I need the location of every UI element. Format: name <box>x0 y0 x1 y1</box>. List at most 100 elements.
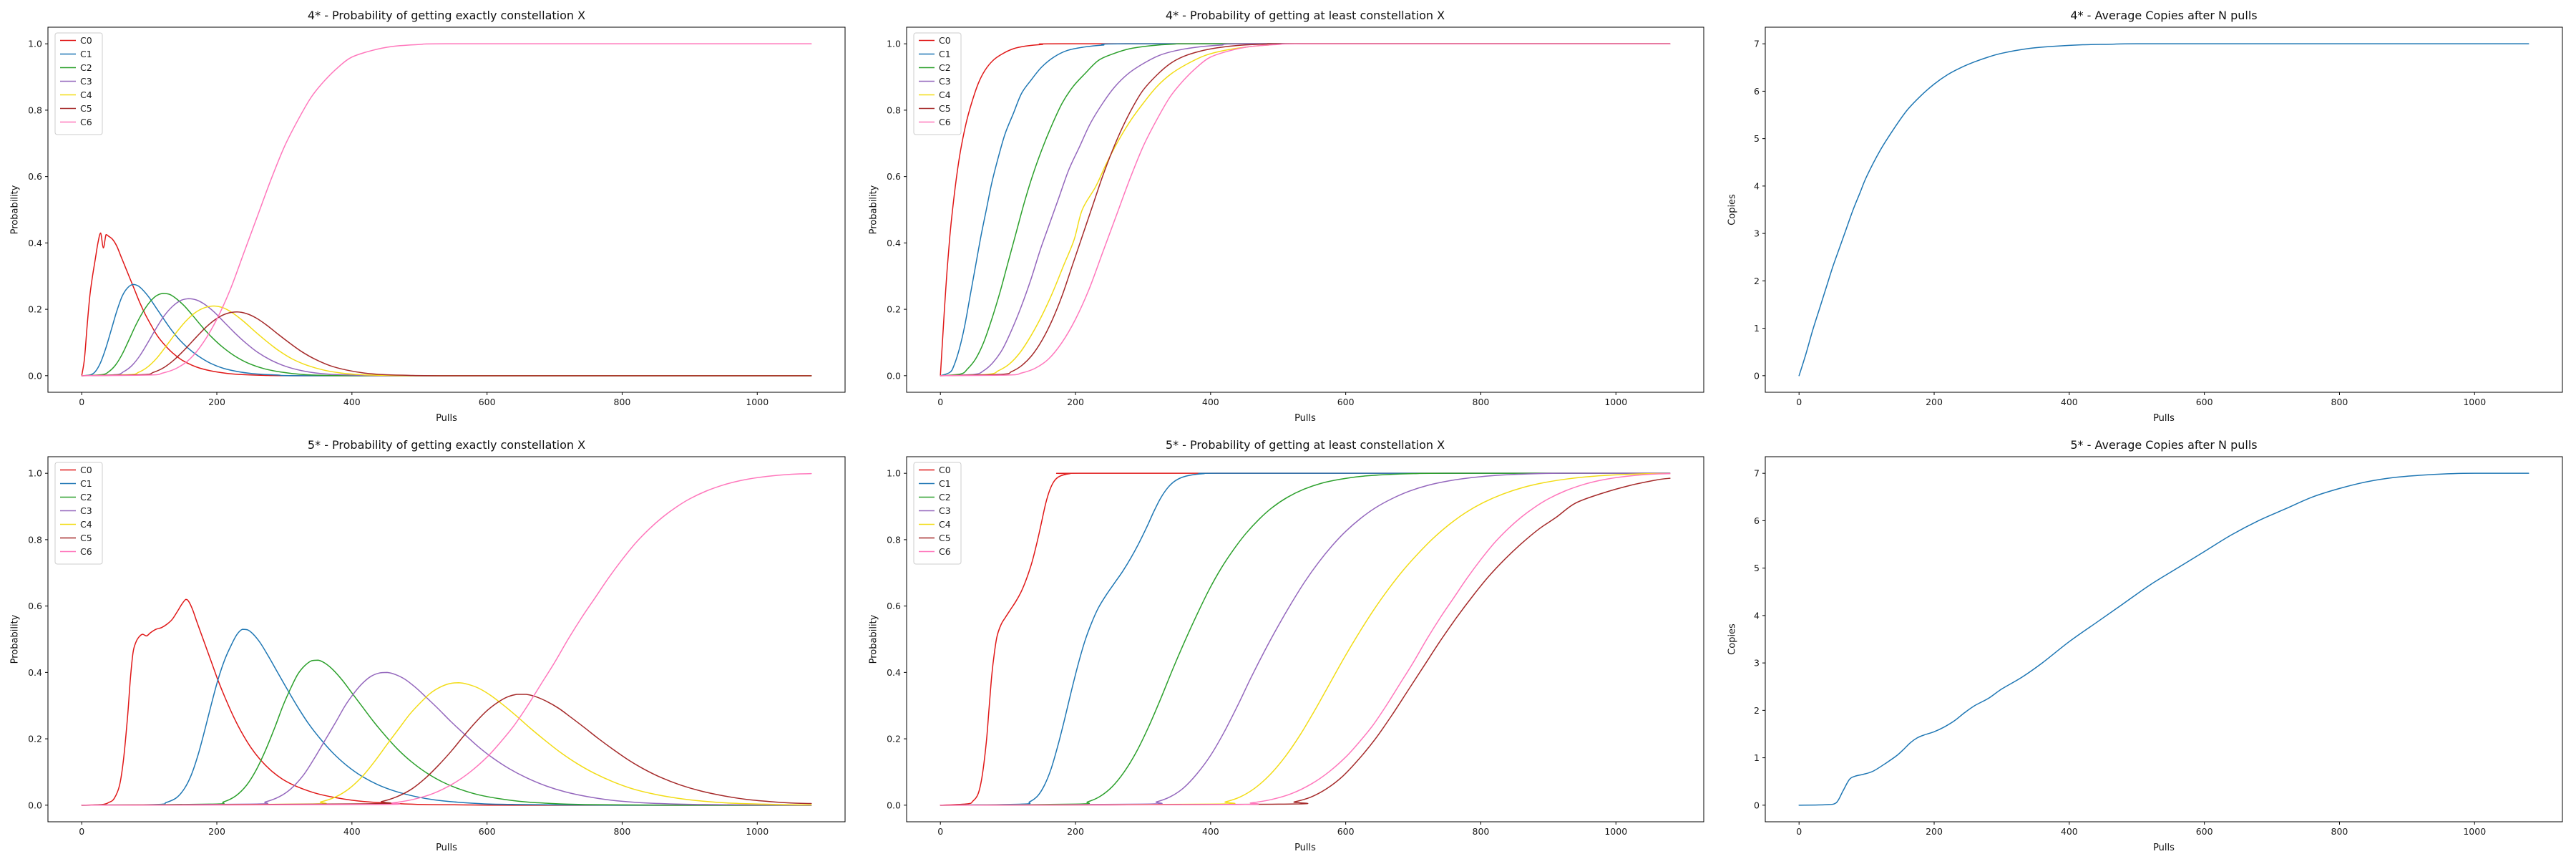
x-axis-label: Pulls <box>1294 843 1316 853</box>
series-line-C1 <box>940 43 1671 377</box>
svg-text:0.8: 0.8 <box>28 534 42 545</box>
svg-text:0.2: 0.2 <box>28 734 42 744</box>
svg-text:1000: 1000 <box>746 826 769 837</box>
svg-text:0: 0 <box>1754 370 1760 381</box>
x-axis-ticks: 0 200 400 600 800 1000 <box>1796 822 2486 837</box>
svg-text:0.4: 0.4 <box>887 667 901 678</box>
svg-text:0: 0 <box>937 826 943 837</box>
svg-text:800: 800 <box>614 397 631 407</box>
svg-text:0.0: 0.0 <box>28 370 42 381</box>
svg-text:0: 0 <box>1754 800 1760 810</box>
svg-text:600: 600 <box>479 826 496 837</box>
svg-text:1.0: 1.0 <box>887 468 901 479</box>
legend: C0 C1 C2 C3 C4 C5 C6 <box>54 32 103 135</box>
svg-text:1.0: 1.0 <box>887 39 901 49</box>
series-line-C1 <box>81 629 812 806</box>
svg-text:800: 800 <box>2331 397 2348 407</box>
svg-text:1000: 1000 <box>2463 826 2486 837</box>
series-line-Average copies <box>1798 43 2529 377</box>
svg-text:C1: C1 <box>939 478 951 489</box>
series-lines <box>1798 472 2529 806</box>
x-axis-label: Pulls <box>1294 413 1316 424</box>
svg-text:C0: C0 <box>80 465 92 475</box>
svg-text:C3: C3 <box>80 76 92 87</box>
svg-text:C0: C0 <box>939 465 951 475</box>
svg-text:C5: C5 <box>80 533 92 543</box>
svg-text:2: 2 <box>1754 276 1760 286</box>
y-axis-ticks: 0.0 0.2 0.4 0.6 0.8 1.0 <box>887 39 907 381</box>
svg-text:600: 600 <box>1337 826 1355 837</box>
svg-text:1: 1 <box>1754 323 1760 334</box>
series-line-Average copies <box>1798 472 2529 806</box>
chart-title: 4* - Probability of getting at least con… <box>1165 9 1445 22</box>
series-line-C5 <box>940 477 1671 806</box>
svg-text:400: 400 <box>343 397 361 407</box>
svg-text:0.6: 0.6 <box>28 601 42 611</box>
svg-text:C2: C2 <box>80 62 92 73</box>
svg-text:C0: C0 <box>80 35 92 46</box>
svg-text:C1: C1 <box>80 478 92 489</box>
svg-text:C3: C3 <box>80 505 92 516</box>
svg-text:0.8: 0.8 <box>887 534 901 545</box>
plot-area-border <box>1765 456 2563 822</box>
svg-text:1000: 1000 <box>1604 826 1627 837</box>
svg-text:5: 5 <box>1754 563 1760 573</box>
svg-text:0.8: 0.8 <box>887 105 901 115</box>
svg-text:C2: C2 <box>80 492 92 503</box>
chart-cell-4star-at-least: 0 200 400 600 800 1000 0.0 0.2 0.4 0.6 0.8 1.0 C0 C1 C… <box>864 3 1712 427</box>
svg-text:200: 200 <box>1067 826 1084 837</box>
series-line-C3 <box>940 43 1671 377</box>
svg-text:C5: C5 <box>80 103 92 114</box>
svg-text:C5: C5 <box>939 533 951 543</box>
chart-cell-5star-exactly: 0 200 400 600 800 1000 0.0 0.2 0.4 0.6 0.8 1.0 C0 C1 C… <box>5 432 854 856</box>
series-line-C2 <box>940 43 1671 377</box>
svg-text:0.2: 0.2 <box>28 304 42 315</box>
svg-text:0.0: 0.0 <box>887 800 901 810</box>
series-line-C0 <box>81 598 812 806</box>
svg-text:0.0: 0.0 <box>887 370 901 381</box>
series-line-C4 <box>940 472 1671 806</box>
svg-text:0: 0 <box>937 397 943 407</box>
series-line-C0 <box>940 472 1671 806</box>
svg-text:1: 1 <box>1754 752 1760 763</box>
svg-text:4: 4 <box>1754 180 1760 191</box>
chart-canvas-5star-average-copies: 0 200 400 600 800 1000 0 1 2 3 4 5 6 7 <box>1754 456 2563 837</box>
svg-text:800: 800 <box>1473 397 1490 407</box>
svg-text:0.2: 0.2 <box>887 734 901 744</box>
svg-text:C2: C2 <box>939 492 951 503</box>
svg-text:C5: C5 <box>939 103 951 114</box>
svg-text:0: 0 <box>79 826 84 837</box>
chart-title: 5* - Probability of getting at least con… <box>1165 438 1445 452</box>
svg-text:400: 400 <box>2061 397 2078 407</box>
y-axis-ticks: 0 1 2 3 4 5 6 7 <box>1754 39 1765 381</box>
svg-text:0.4: 0.4 <box>28 667 42 678</box>
plot-area-border <box>1765 26 2563 393</box>
svg-text:0.4: 0.4 <box>887 238 901 248</box>
x-axis-label: Pulls <box>2153 843 2175 853</box>
svg-text:0.0: 0.0 <box>28 800 42 810</box>
svg-text:0.6: 0.6 <box>887 171 901 182</box>
svg-text:200: 200 <box>1067 397 1084 407</box>
series-lines <box>81 43 812 377</box>
svg-text:6: 6 <box>1754 86 1760 97</box>
svg-text:C1: C1 <box>80 49 92 59</box>
series-line-C6 <box>81 43 812 377</box>
svg-text:C1: C1 <box>939 49 951 59</box>
series-line-C4 <box>81 305 812 377</box>
svg-text:800: 800 <box>614 826 631 837</box>
y-axis-label: Probability <box>868 185 879 235</box>
series-line-C3 <box>81 671 812 806</box>
x-axis-ticks: 0 200 400 600 800 1000 <box>79 392 769 407</box>
series-line-C2 <box>81 293 812 377</box>
svg-text:0.8: 0.8 <box>28 105 42 115</box>
svg-text:0.6: 0.6 <box>28 171 42 182</box>
chart-cell-4star-average-copies: 0 200 400 600 800 1000 0 1 2 3 4 5 6 7 4* - Average C… <box>1722 3 2571 427</box>
plot-area-border <box>47 26 846 393</box>
chart-cell-5star-average-copies: 0 200 400 600 800 1000 0 1 2 3 4 5 6 7 5* - Average C… <box>1722 432 2571 856</box>
svg-text:600: 600 <box>479 397 496 407</box>
svg-text:0.6: 0.6 <box>887 601 901 611</box>
x-axis-ticks: 0 200 400 600 800 1000 <box>79 822 769 837</box>
